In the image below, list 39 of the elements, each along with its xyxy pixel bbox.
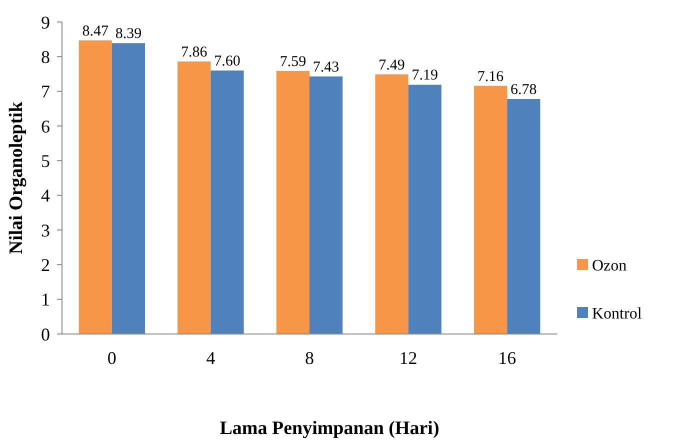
x-axis-title: Lama Penyimpanan (Hari) [220, 418, 440, 439]
bar [474, 86, 508, 334]
data-label: 8.39 [115, 26, 142, 42]
bar [276, 70, 310, 334]
bar [408, 84, 442, 334]
data-label: 7.43 [312, 59, 340, 76]
y-tick-label: 9 [41, 12, 50, 32]
y-tick-label: 1 [41, 290, 50, 310]
x-tick-label: 8 [305, 348, 314, 368]
y-tick-label: 7 [41, 82, 50, 102]
bar [112, 43, 145, 334]
data-label: 7.86 [181, 44, 208, 61]
data-label: 7.49 [378, 57, 405, 74]
data-label: 7.16 [477, 68, 504, 85]
x-tick-label: 4 [206, 348, 216, 368]
y-tick-label: 0 [41, 324, 50, 344]
data-label: 7.19 [412, 68, 438, 84]
bar [210, 70, 244, 334]
x-tick-label: 0 [107, 348, 116, 368]
x-tick-label: 16 [498, 348, 516, 368]
bar [507, 98, 540, 334]
bar [310, 76, 343, 334]
data-label: 7.60 [214, 54, 240, 70]
bar [178, 62, 211, 334]
x-tick-label: 12 [399, 348, 418, 368]
bar [375, 74, 408, 334]
legend-label: Ozon [592, 258, 627, 275]
y-tick-label: 4 [41, 186, 50, 206]
y-tick-label: 2 [41, 254, 50, 275]
bar [78, 40, 112, 334]
y-tick-label: 6 [41, 116, 50, 136]
legend-label: Kontrol [592, 306, 642, 323]
data-label: 8.47 [82, 23, 109, 40]
y-axis-title: Nilai Organoleptik [6, 101, 27, 254]
data-label: 7.59 [280, 54, 306, 70]
y-tick-label: 3 [41, 220, 50, 240]
data-label: 6.78 [510, 82, 537, 98]
y-tick-label: 8 [41, 46, 50, 67]
y-tick-label: 5 [41, 150, 50, 171]
